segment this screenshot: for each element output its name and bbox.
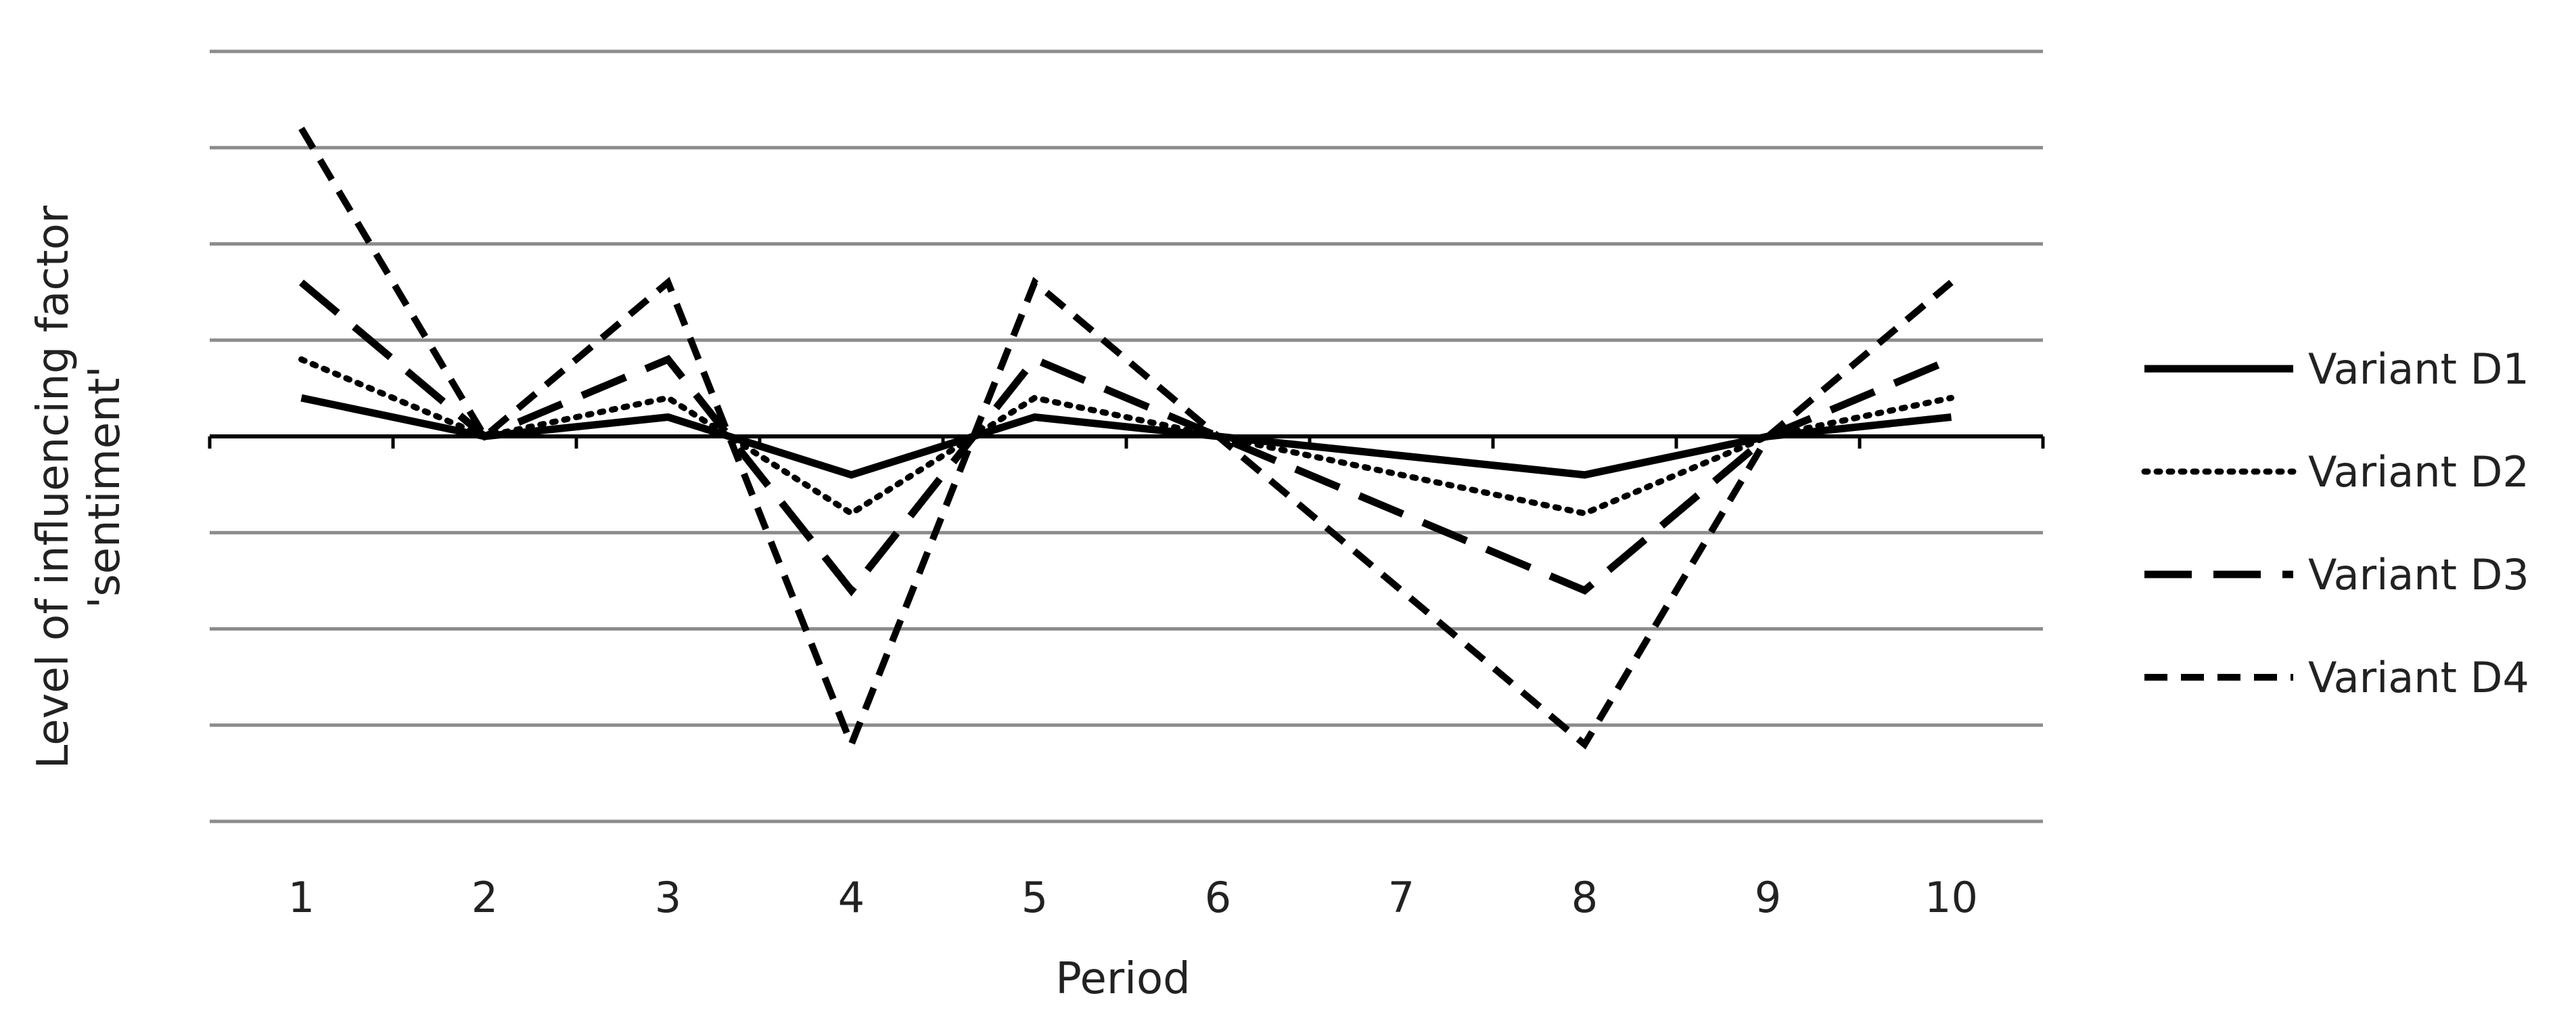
legend: Variant D1 Variant D2 Variant D3 Variant D4 bbox=[2141, 344, 2529, 702]
x-tick-label: 7 bbox=[1388, 873, 1414, 922]
series-line-4 bbox=[298, 127, 1954, 754]
series-lines bbox=[298, 127, 1954, 754]
x-tick-label: 4 bbox=[838, 873, 865, 922]
legend-label-1: Variant D1 bbox=[2308, 344, 2529, 394]
y-axis-title-line-1: Level of influencing factor bbox=[28, 205, 78, 769]
y-axis-title: Level of influencing factor 'sentiment' bbox=[28, 205, 130, 769]
x-tick-label: 8 bbox=[1571, 873, 1598, 922]
x-tick-label: 6 bbox=[1205, 873, 1231, 922]
x-tick-label: 1 bbox=[288, 873, 315, 922]
legend-label-2: Variant D2 bbox=[2308, 447, 2529, 497]
x-tick-label: 3 bbox=[655, 873, 681, 922]
series-line-3 bbox=[298, 279, 1953, 597]
x-tick-labels: 1 2 3 4 5 6 7 8 9 10 bbox=[288, 873, 1978, 922]
series-line-2 bbox=[298, 356, 1954, 518]
grid-lines bbox=[210, 49, 2043, 823]
x-tick-label: 10 bbox=[1925, 873, 1978, 922]
y-axis-title-line-2: 'sentiment' bbox=[80, 366, 130, 609]
x-tick-label: 2 bbox=[472, 873, 498, 922]
legend-label-3: Variant D3 bbox=[2308, 550, 2529, 599]
x-tick-label: 5 bbox=[1021, 873, 1048, 922]
x-tick-label: 9 bbox=[1755, 873, 1781, 922]
x-axis-title: Period bbox=[1055, 954, 1191, 1004]
series-line-1 bbox=[300, 394, 1952, 479]
legend-label-4: Variant D4 bbox=[2308, 653, 2529, 702]
